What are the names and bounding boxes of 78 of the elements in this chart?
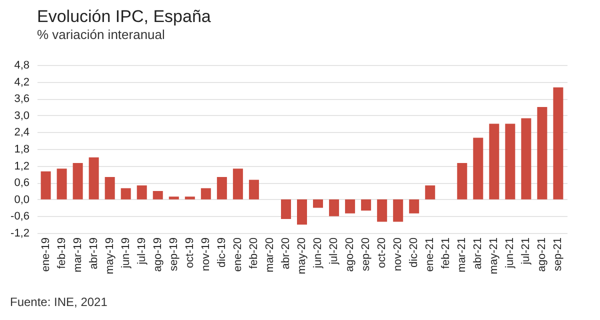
x-tick-label: jun-20 [312, 238, 324, 270]
bar [409, 199, 420, 214]
bar [104, 177, 115, 200]
bar [473, 138, 484, 200]
x-tick-label: oct-20 [376, 238, 388, 268]
x-tick-label: sep-21 [552, 238, 564, 272]
x-tick-label: ene-21 [424, 238, 436, 272]
x-tick-label: abr-20 [280, 238, 292, 270]
bar [393, 199, 404, 222]
chart-subtitle: % variación interanual [37, 27, 166, 42]
y-tick-label: 3,0 [14, 110, 30, 122]
bar [184, 196, 195, 200]
x-tick-label: dic-20 [408, 238, 420, 268]
x-tick-label: nov-19 [200, 238, 212, 272]
bar [120, 188, 131, 200]
x-tick-label: feb-21 [440, 238, 452, 269]
bar [537, 107, 548, 200]
bar [56, 168, 67, 200]
bar [40, 171, 51, 200]
x-tick-label: jul-21 [520, 238, 532, 266]
y-tick-label: -0,6 [10, 210, 30, 223]
bar [88, 157, 99, 200]
y-tick-label: -1,2 [10, 228, 30, 240]
bar [425, 185, 436, 200]
x-tick-label: ene-19 [40, 238, 52, 272]
bar [489, 124, 500, 200]
x-tick-label: may-19 [104, 238, 116, 274]
bar [232, 168, 243, 200]
y-tick-label: 0,6 [14, 177, 30, 190]
x-tick-label: oct-19 [184, 238, 196, 268]
bar [200, 188, 211, 200]
x-tick-label: jun-21 [504, 238, 516, 270]
y-tick-label: 0,0 [14, 194, 30, 206]
bar [152, 191, 163, 200]
x-tick-label: ago-20 [344, 238, 356, 272]
y-tick-label: 3,6 [14, 93, 30, 106]
bar [313, 199, 324, 208]
x-tick-label: jun-19 [120, 238, 132, 270]
y-tick-label: 1,8 [14, 144, 30, 156]
x-tick-label: ene-20 [232, 238, 244, 272]
bar [136, 185, 147, 200]
source-note: Fuente: INE, 2021 [10, 295, 108, 309]
bar [168, 196, 179, 200]
x-tick-label: jul-20 [328, 238, 340, 266]
bar [329, 199, 340, 216]
bar [280, 199, 291, 219]
x-tick-label: abr-19 [88, 238, 100, 270]
bar [297, 199, 307, 225]
x-tick-label: sep-20 [360, 238, 372, 272]
x-tick-label: mar-21 [456, 238, 468, 272]
bar [553, 87, 564, 200]
bar [361, 199, 372, 211]
x-tick-label: mar-20 [264, 238, 276, 272]
x-tick-label: sep-19 [168, 238, 180, 272]
x-tick-label: jul-19 [136, 238, 148, 266]
y-tick-label: 1,2 [14, 160, 30, 172]
x-tick-label: may-21 [488, 238, 500, 274]
bar [521, 118, 532, 200]
x-tick-label: ago-19 [152, 238, 164, 272]
y-tick-label: 4,2 [14, 76, 30, 88]
x-tick-label: feb-19 [56, 238, 68, 269]
bar [505, 124, 516, 200]
y-tick-label: 2,4 [14, 126, 30, 139]
bar [345, 199, 356, 214]
x-tick-label: dic-19 [216, 238, 228, 268]
x-tick-label: ago-21 [536, 238, 548, 272]
x-tick-label: nov-20 [392, 238, 404, 272]
x-tick-label: may-20 [296, 238, 308, 274]
x-tick-label: mar-19 [72, 238, 84, 272]
bar [377, 199, 388, 222]
bar [457, 163, 468, 200]
bar [72, 163, 83, 200]
bar [216, 177, 227, 200]
x-tick-label: abr-21 [472, 238, 484, 270]
y-tick-label: 4,8 [14, 60, 30, 72]
bar [248, 180, 259, 200]
x-tick-label: feb-20 [248, 238, 260, 269]
chart-title: Evolución IPC, España [37, 7, 212, 26]
